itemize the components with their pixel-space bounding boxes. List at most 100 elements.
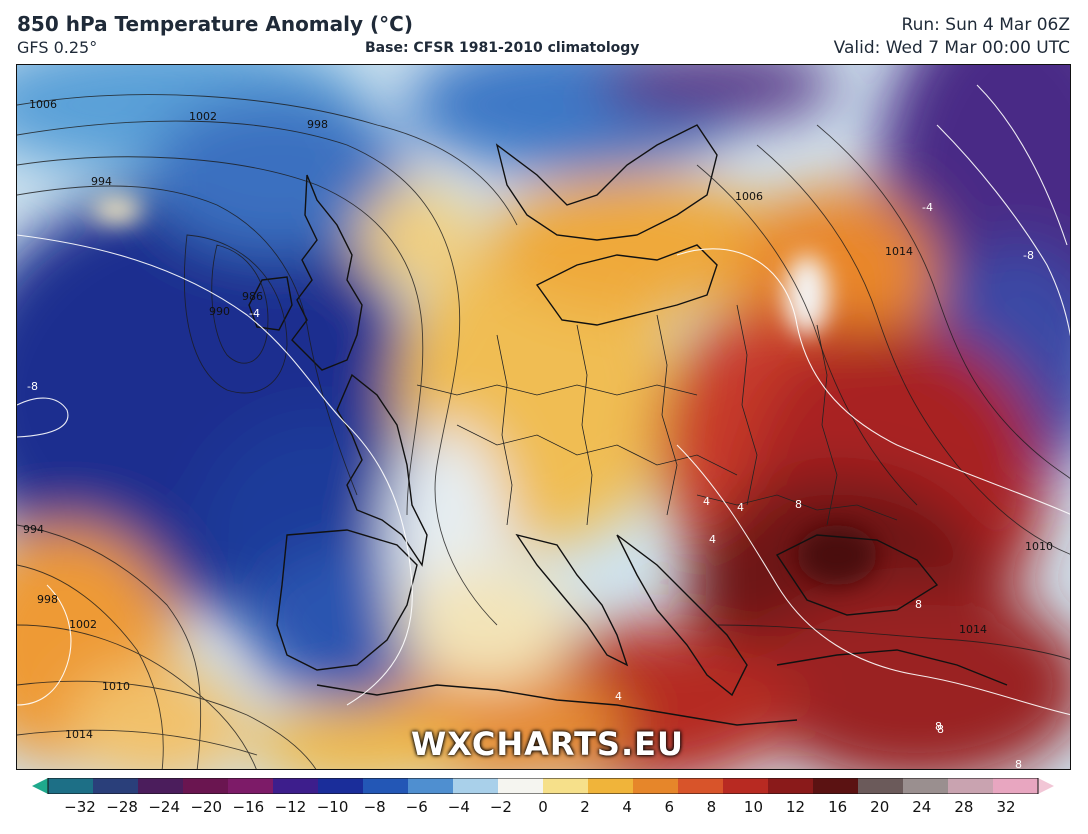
colorbar-left-extend (32, 778, 48, 794)
colorbar-tick-label: 32 (996, 798, 1016, 816)
isobar-1018-east (816, 124, 1070, 479)
isotherm-4-sw (17, 584, 72, 706)
isotherm-label: -8 (1023, 249, 1034, 262)
model-label: GFS 0.25° (17, 38, 98, 57)
isobar-label: 1006 (735, 190, 763, 203)
isotherm-minus8-west (17, 397, 69, 438)
colorbar-segment (273, 778, 319, 794)
colorbar-segment (318, 778, 364, 794)
neutral-spot-belarus (785, 255, 829, 335)
isotherm-label: 8 (915, 598, 922, 611)
isobar-label: 1002 (69, 618, 97, 631)
colorbar-segment (678, 778, 724, 794)
colorbar-segment (903, 778, 949, 794)
isobars (17, 94, 1070, 769)
isobar-990 (184, 234, 288, 394)
colorbar-tick-label: 12 (785, 798, 806, 816)
coast-ireland (248, 276, 293, 331)
isotherm-minus4-west (17, 234, 413, 706)
isobar-1010-east (696, 164, 918, 506)
coast-scandinavia (495, 124, 718, 241)
coast-balkans (616, 534, 748, 697)
isobar-1014-sw (17, 729, 258, 756)
colorbar-segment (408, 778, 454, 794)
isotherm-label: 4 (709, 533, 716, 546)
isotherm-minus8-east (976, 84, 1068, 246)
isotherm-label: 8 (937, 723, 944, 736)
colorbar-tick-label: 2 (580, 798, 590, 816)
colorbar-tick-label: 0 (538, 798, 548, 816)
colorbar-segment (48, 778, 94, 794)
isobar-label: 994 (23, 523, 44, 536)
isobar-1002 (17, 120, 498, 626)
colorbar-tick-label: 28 (954, 798, 974, 816)
isobar-label: 1014 (65, 728, 93, 741)
isotherm-4-east (676, 248, 1070, 515)
isobar-label: 1014 (885, 245, 913, 258)
colorbar-right-extend (1038, 778, 1054, 794)
hot-anomaly-anatolia (747, 585, 1070, 769)
isobar-label: 1002 (189, 110, 217, 123)
isotherm-minus4-east (936, 124, 1070, 337)
isobar-1014-se (716, 624, 1070, 660)
isobar-986 (211, 244, 269, 364)
colorbar-segment (858, 778, 904, 794)
isobar-1010-sw (17, 680, 317, 769)
colorbar-segment (948, 778, 994, 794)
isotherm-label: -4 (922, 201, 933, 214)
isobar-998 (17, 156, 424, 516)
colorbar-segment (993, 778, 1039, 794)
border-line-1 (416, 384, 698, 396)
border-line-8 (696, 494, 898, 521)
isobar-label: 986 (242, 290, 263, 303)
neutral-band-mediterranean (397, 565, 577, 685)
colorbar-segments (48, 778, 1039, 794)
isotherm-label: 8 (1015, 758, 1022, 770)
colorbar (32, 778, 1054, 794)
colorbar-segment (93, 778, 139, 794)
anomaly-field (17, 65, 1070, 769)
warm-spot-north-atlantic (92, 196, 142, 224)
border-line-7 (816, 324, 838, 526)
coast-italy (515, 533, 629, 667)
isobar-label: 994 (91, 175, 112, 188)
colorbar-tick-label: 8 (706, 798, 717, 816)
warm-anomaly-north-sea (357, 185, 477, 285)
colorbar-tick-label: 10 (743, 798, 763, 816)
colorbar-segment (138, 778, 184, 794)
colorbar-tick-label: −28 (106, 798, 138, 816)
warm-anomaly-subtropical-atlantic (67, 665, 247, 769)
isobar-1002-sw (17, 624, 257, 769)
isotherm-label: -8 (27, 380, 38, 393)
colorbar-tick-labels: −32 −28 −24 −20 −16 −12 −10 −8 −6 −4 −2 0 2 4 6 8 10 12 16… (0, 798, 1088, 822)
run-time-label: Run: Sun 4 Mar 06Z (901, 15, 1070, 35)
colorbar-segment (498, 778, 544, 794)
isobar-994-sw (17, 524, 202, 769)
cold-anomaly-scandinavia (597, 65, 837, 125)
isotherm-label: -4 (249, 307, 260, 320)
border-line-5 (656, 314, 678, 516)
border-line-4 (576, 324, 593, 526)
isotherms (17, 84, 1070, 716)
colorbar-segment (768, 778, 814, 794)
cool-anomaly-iceland (147, 95, 407, 255)
anomaly-detail (92, 196, 877, 585)
colorbar-tick-label: −2 (489, 798, 512, 816)
colorbar-segment (588, 778, 634, 794)
isobar-label: 1010 (102, 680, 130, 693)
coast-north-africa (316, 684, 798, 726)
isotherm-label: 4 (703, 495, 710, 508)
climatology-base-label: Base: CFSR 1981-2010 climatology (365, 40, 640, 56)
colorbar-segment (633, 778, 679, 794)
valid-time-label: Valid: Wed 7 Mar 00:00 UTC (833, 38, 1070, 58)
coast-baltic (535, 244, 718, 326)
isobar-994 (17, 185, 358, 496)
colorbar-segment (228, 778, 274, 794)
colorbar-tick-label: −12 (274, 798, 307, 816)
chart-title: 850 hPa Temperature Anomaly (°C) (17, 12, 413, 36)
colorbar-segment (453, 778, 499, 794)
isotherm-label: 4 (737, 501, 744, 514)
isotherm-label: 8 (795, 498, 802, 511)
isobar-1006 (17, 94, 518, 226)
colorbar-segment (543, 778, 589, 794)
